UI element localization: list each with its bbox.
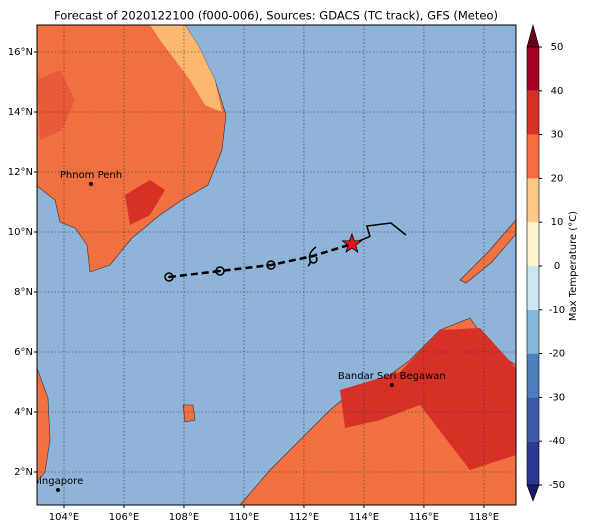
colorbar-bin [527,90,539,135]
colorbar-tick-label: -30 [549,392,565,403]
colorbar-bin [527,353,539,398]
x-tick-label: 106°E [109,512,139,523]
y-tick-label: 8°N [14,287,33,298]
colorbar-bin [527,441,539,485]
colorbar-bin [527,397,539,442]
colorbar-bin [527,134,539,179]
colorbar-extend-high [526,23,540,48]
track-point [164,272,174,282]
colorbar-tick-label: 10 [551,217,564,228]
title: Forecast of 2020122100 (f000-006), Sourc… [54,9,498,23]
colorbar-bin [527,47,539,91]
y-tick-label: 12°N [8,167,33,178]
colorbar-tick-label: -10 [549,305,565,316]
track-point [215,266,225,276]
current-position [341,232,363,254]
track-point-center [269,264,272,266]
city-dot [389,383,394,387]
city-dot [55,488,60,492]
map-frame [36,24,517,506]
colorbar-tick-label: 20 [551,173,564,184]
land-hot [125,180,165,225]
land-hot [340,328,516,470]
colorbar-tick-label: 0 [554,261,560,272]
x-tick-label: 114°E [349,512,379,523]
colorbar-tick-label: 50 [551,42,564,53]
y-tick-label: 16°N [8,47,33,58]
colorbar-bin [527,266,539,310]
track-point-center [167,276,170,278]
track-point [266,260,276,270]
colorbar-bin [527,222,539,266]
city-label: Bandar Seri Begawan [338,371,446,382]
colorbar-tick-label: -50 [549,480,565,491]
colorbar-tick-label: 30 [551,130,564,141]
land [37,25,227,273]
y-tick-label: 14°N [8,107,33,118]
y-tick-label: 6°N [14,347,33,358]
x-tick-label: 112°E [289,512,319,523]
colorbar-tick-label: 40 [551,86,564,97]
x-tick-label: 110°E [229,512,259,523]
y-tick-label: 4°N [14,407,33,418]
land-warm [150,25,222,112]
land [182,404,196,423]
city-label: Phnom Penh [60,170,122,181]
y-tick-label: 10°N [8,227,33,238]
colorbar-bin [527,178,539,223]
cyclone-symbol [307,246,318,267]
map-area: Phnom Penh Bandar Seri Begawan Singapore [33,25,516,505]
x-tick-label: 118°E [469,512,499,523]
colorbar-bin [527,309,539,354]
colorbar-tick-label: -40 [549,436,565,447]
land [459,219,516,284]
track-point-center [218,270,221,272]
colorbar-extend-low [526,484,540,502]
city-label: Singapore [33,476,83,487]
land-hot [37,70,75,140]
x-tick-label: 108°E [169,512,199,523]
colorbar-tick-label: -20 [549,349,565,360]
x-tick-label: 104°E [49,512,79,523]
land [37,367,51,483]
city-dot [88,182,93,186]
colorbar-label: Max Temperature (°C) [568,211,579,321]
x-tick-label: 116°E [409,512,439,523]
past-track [351,222,407,245]
y-tick-label: 2°N [14,467,33,478]
